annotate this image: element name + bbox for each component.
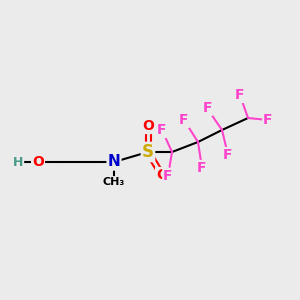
Text: S: S: [142, 143, 154, 161]
Text: CH₃: CH₃: [103, 177, 125, 187]
Text: F: F: [157, 123, 167, 137]
Text: F: F: [179, 113, 189, 127]
Text: H: H: [13, 155, 23, 169]
Text: F: F: [223, 148, 233, 162]
Text: F: F: [202, 101, 212, 115]
Text: O: O: [156, 168, 168, 182]
Text: F: F: [263, 113, 273, 127]
Text: F: F: [235, 88, 245, 102]
Text: O: O: [142, 119, 154, 133]
Text: F: F: [197, 161, 207, 175]
Text: F: F: [163, 169, 173, 183]
Text: O: O: [32, 155, 44, 169]
Text: N: N: [108, 154, 120, 169]
